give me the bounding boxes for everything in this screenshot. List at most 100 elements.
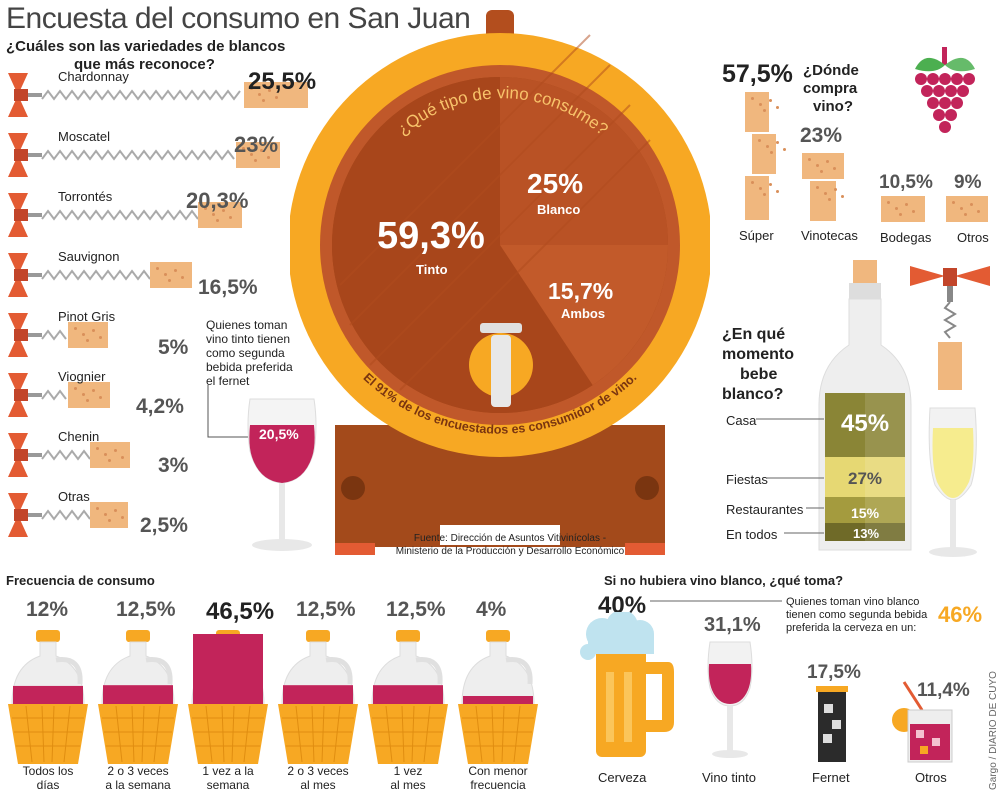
slice-blanco bbox=[500, 77, 668, 245]
otros-alt-pct: 11,4% bbox=[917, 680, 970, 701]
variety-label: Sauvignon bbox=[58, 249, 120, 264]
corkscrew-icon bbox=[8, 433, 42, 477]
fernet-alt-label: Fernet bbox=[812, 770, 850, 785]
white-wine-bottle-icon bbox=[818, 260, 912, 551]
frecuencia-pct: 12% bbox=[26, 598, 69, 621]
spring-icon bbox=[41, 269, 151, 281]
cork-icon bbox=[745, 92, 769, 132]
jug-icon bbox=[188, 630, 268, 764]
frecuencia-pct: 12,5% bbox=[116, 598, 176, 621]
casa-label: Casa bbox=[726, 413, 757, 428]
blanco-pct: 25% bbox=[527, 168, 584, 199]
variety-label: Moscatel bbox=[58, 129, 111, 144]
super-label: Súper bbox=[739, 228, 774, 243]
grape bbox=[951, 97, 963, 109]
corkscrew-icon bbox=[8, 373, 42, 417]
otros-label: Otros bbox=[957, 230, 989, 245]
donde-question: ¿Dónde compra vino? bbox=[803, 62, 859, 116]
cork-icon bbox=[236, 142, 280, 168]
source-note: Fuente: Dirección de Asuntos Vitivinícol… bbox=[385, 532, 635, 558]
frecuencia-pct: 4% bbox=[476, 598, 507, 621]
spring-icon bbox=[41, 209, 199, 221]
jug-icon bbox=[8, 630, 88, 764]
note-leader-line bbox=[650, 600, 782, 602]
momento-question-line: ¿En qué bbox=[722, 326, 786, 343]
corkscrew-icon bbox=[8, 73, 42, 117]
jug-icon bbox=[278, 630, 358, 764]
cork-icon bbox=[68, 322, 108, 348]
fernet-note-line: Quienes toman bbox=[206, 318, 288, 332]
variety-label: Viognier bbox=[58, 369, 106, 384]
frecuencia-label: 1 vez al mes bbox=[390, 764, 426, 792]
leader-lines bbox=[756, 418, 824, 534]
red-wine-glass-icon bbox=[207, 385, 317, 551]
variety-label: Chenin bbox=[58, 429, 100, 444]
spring-icon bbox=[41, 329, 67, 341]
fernet-alt-pct: 17,5% bbox=[807, 662, 861, 683]
casa-pct: 45% bbox=[841, 410, 890, 437]
donde-question-line: vino? bbox=[813, 98, 853, 115]
tinto-label: Tinto bbox=[416, 262, 448, 277]
fernet-note-line: bebida preferida bbox=[206, 360, 293, 374]
cork-icon bbox=[810, 181, 836, 221]
slice-tinto bbox=[332, 77, 593, 413]
momento-question: ¿En qué momento bebe blanco? bbox=[722, 325, 794, 405]
spring-icon bbox=[41, 89, 241, 101]
donde-question-line: compra bbox=[803, 80, 858, 97]
grape bbox=[945, 109, 957, 121]
fernet-pct: 20,5% bbox=[259, 426, 299, 442]
fiestas-label: Fiestas bbox=[726, 472, 768, 487]
variety-pct: 2,5% bbox=[140, 514, 188, 537]
grape bbox=[927, 73, 939, 85]
cerveza-note-line: Quienes toman vino blanco bbox=[786, 596, 920, 608]
spring-icon bbox=[41, 449, 91, 461]
grape bbox=[915, 73, 927, 85]
fernet-glass-icon bbox=[816, 686, 848, 762]
ambos-label: Ambos bbox=[561, 306, 606, 321]
cocktail-icon bbox=[892, 681, 953, 763]
variety-pct: 23% bbox=[234, 132, 279, 157]
spring-icon bbox=[41, 389, 67, 401]
variety-label: Otras bbox=[58, 489, 90, 504]
frecuencia-label: 2 o 3 veces al mes bbox=[287, 764, 349, 792]
grape bbox=[951, 73, 963, 85]
grape bbox=[963, 73, 975, 85]
corkscrew-icon bbox=[8, 193, 42, 237]
momento-question-line: bebe bbox=[740, 366, 778, 383]
tinto-alt-pct: 31,1% bbox=[704, 614, 761, 636]
corkscrew-icon bbox=[8, 493, 42, 537]
cork-icon bbox=[198, 202, 242, 228]
fiestas-pct: 27% bbox=[848, 469, 883, 488]
credit: Gargo / DIARIO DE CUYO bbox=[988, 671, 999, 790]
cerveza-label: Cerveza bbox=[598, 770, 647, 785]
donde-question-line: ¿Dónde bbox=[803, 62, 859, 79]
fernet-note: Quienes toman vino tinto tienen como seg… bbox=[206, 318, 293, 388]
otros-pct: 9% bbox=[954, 172, 982, 193]
variety-label: Chardonnay bbox=[58, 69, 129, 84]
cork-icon bbox=[68, 382, 110, 408]
corkscrew-glass-icon bbox=[910, 266, 990, 557]
grape bbox=[921, 85, 933, 97]
frecuencia-label: 2 o 3 veces a la semana bbox=[105, 764, 171, 792]
jug-icon bbox=[458, 630, 538, 764]
frecuencia-label: 1 vez a la semana bbox=[202, 764, 254, 792]
momento-question-line: blanco? bbox=[722, 386, 784, 403]
cerveza-note-line: preferida la cerveza en un: bbox=[786, 622, 917, 634]
beer-mug-icon bbox=[580, 612, 674, 757]
cork-icon bbox=[90, 502, 128, 528]
cork-icon bbox=[752, 134, 776, 174]
frecuencia-label: Todos los días bbox=[22, 764, 74, 792]
ambos-pct: 15,7% bbox=[548, 278, 614, 304]
frecuencia-pct: 12,5% bbox=[296, 598, 356, 621]
frecuencia-title: Frecuencia de consumo bbox=[6, 573, 155, 588]
blancos-question: ¿Cuáles son las variedades de blancos qu… bbox=[6, 38, 285, 74]
cork-icon bbox=[802, 153, 844, 179]
variety-label: Torrontés bbox=[58, 189, 113, 204]
corkscrew-icon bbox=[8, 313, 42, 357]
fernet-note-line: vino tinto tienen bbox=[206, 332, 291, 346]
grape bbox=[933, 109, 945, 121]
blanco-label: Blanco bbox=[537, 202, 581, 217]
bodegas-label: Bodegas bbox=[880, 230, 932, 245]
bodegas-pct: 10,5% bbox=[879, 172, 933, 193]
jug-icon bbox=[98, 630, 178, 764]
